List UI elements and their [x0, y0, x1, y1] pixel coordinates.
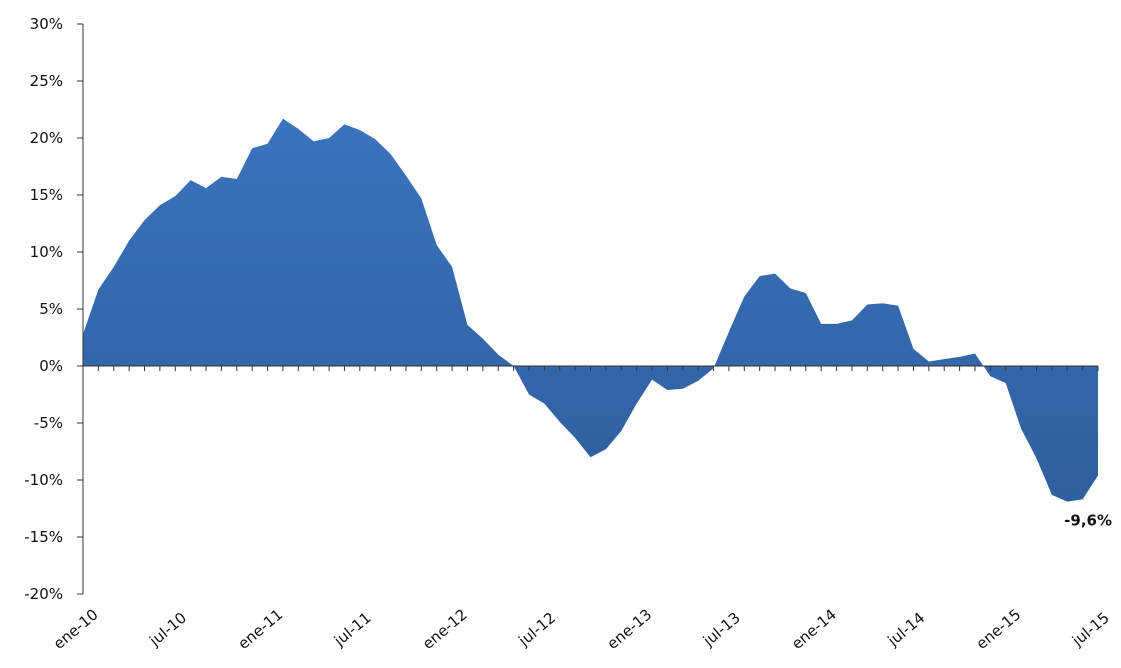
y-tick-labels: 30% 25% 20% 15% 10% 5% 0% -5% -10% -15% -20% — [24, 15, 83, 603]
x-tick-label: ene-11 — [234, 605, 286, 653]
y-tick-label: -5% — [34, 414, 63, 432]
y-tick-label: 5% — [39, 300, 63, 318]
x-tick-label: jul-11 — [330, 609, 375, 651]
x-tick-label: ene-10 — [50, 605, 102, 653]
y-tick-label: 0% — [39, 357, 63, 375]
x-tick-label: jul-10 — [145, 609, 190, 651]
y-tick-label: 30% — [30, 15, 63, 33]
y-tick-label: 15% — [30, 186, 63, 204]
series-area — [83, 118, 1098, 502]
x-tick-label: ene-12 — [419, 605, 471, 653]
annotations: -9,6% — [1064, 511, 1112, 529]
y-tick-label: -15% — [24, 528, 63, 546]
x-tick-label: jul-14 — [883, 609, 928, 651]
data-label-last: -9,6% — [1064, 511, 1112, 529]
area-series — [83, 118, 1098, 502]
y-tick-label: 10% — [30, 243, 63, 261]
x-tick-label: ene-15 — [973, 605, 1025, 653]
x-tick-label: ene-14 — [788, 605, 840, 653]
y-tick-label: 25% — [30, 72, 63, 90]
x-tick-label: jul-13 — [699, 609, 744, 651]
x-tick-label: ene-13 — [604, 605, 656, 653]
x-tick-label: jul-15 — [1068, 609, 1113, 651]
y-tick-label: -10% — [24, 471, 63, 489]
x-tick-label: jul-12 — [514, 609, 559, 651]
y-tick-label: 20% — [30, 129, 63, 147]
x-tick-labels: ene-10 jul-10 ene-11 jul-11 ene-12 jul-12 ene-… — [50, 605, 1113, 653]
y-tick-label: -20% — [24, 585, 63, 603]
